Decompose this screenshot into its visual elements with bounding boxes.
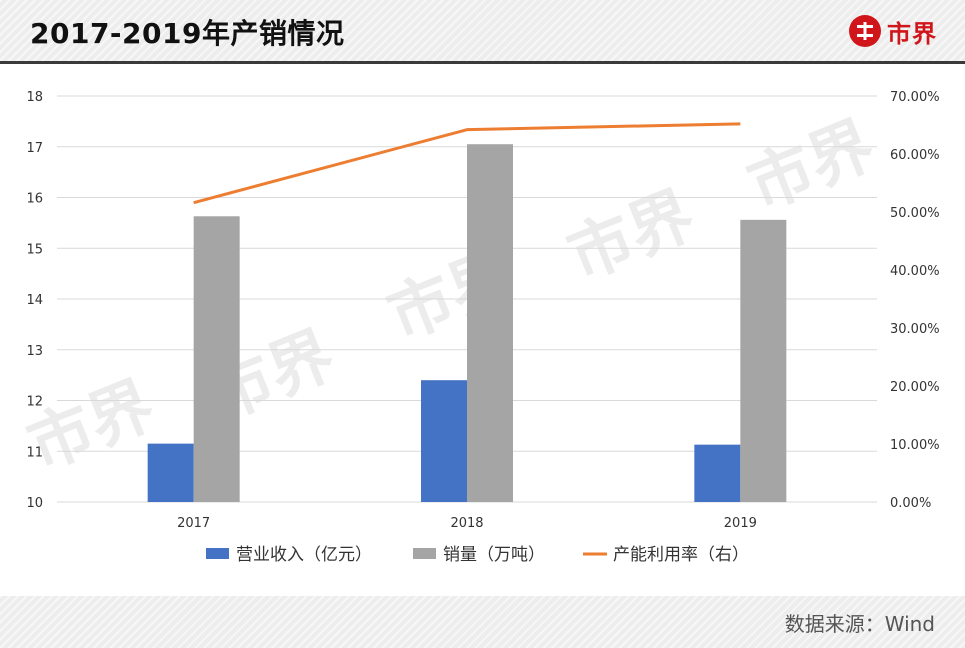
y-right-tick-label: 20.00% bbox=[890, 380, 940, 395]
x-tick-label: 2018 bbox=[450, 516, 483, 531]
legend-label: 营业收入（亿元） bbox=[236, 545, 372, 565]
y-left-tick-label: 11 bbox=[26, 445, 43, 460]
y-right-tick-label: 70.00% bbox=[890, 90, 940, 105]
watermark-text: 市界 bbox=[18, 368, 164, 485]
bar-revenue-2018 bbox=[421, 380, 467, 502]
chart-bars bbox=[147, 144, 787, 502]
y-left-tick-label: 10 bbox=[26, 496, 43, 511]
y-right-tick-label: 50.00% bbox=[890, 206, 940, 221]
footer-band: 数据来源：Wind bbox=[0, 596, 965, 648]
legend-swatch bbox=[413, 548, 436, 559]
bar-revenue-2017 bbox=[147, 443, 194, 502]
legend-label: 产能利用率（右） bbox=[613, 545, 749, 565]
y-left-tick-label: 16 bbox=[26, 192, 43, 207]
y-left-tick-label: 15 bbox=[26, 242, 43, 257]
brand-logo: 市界 bbox=[849, 14, 937, 48]
y-left-tick-label: 12 bbox=[26, 395, 43, 410]
bar-sales-2019 bbox=[740, 219, 787, 502]
y-left-tick-label: 14 bbox=[26, 293, 43, 308]
page-title: 2017-2019年产销情况 bbox=[30, 17, 345, 50]
chart-legend: 营业收入（亿元） 销量（万吨） 产能利用率（右） bbox=[206, 545, 749, 565]
bar-sales-2017 bbox=[193, 216, 240, 502]
y-right-tick-label: 60.00% bbox=[890, 148, 940, 163]
y-left-tick-label: 17 bbox=[26, 141, 43, 156]
watermark-text: 市界 bbox=[558, 178, 704, 295]
y-left-tick-label: 13 bbox=[26, 344, 43, 359]
y-right-tick-label: 10.00% bbox=[890, 438, 940, 453]
chart-tick-labels: 10 11 12 13 14 15 16 17 18 0.00% 10.00% 20.00% 30.00… bbox=[26, 90, 939, 531]
x-tick-label: 2017 bbox=[177, 516, 210, 531]
y-right-tick-label: 0.00% bbox=[890, 496, 931, 511]
brand-logo-text: 市界 bbox=[887, 19, 937, 48]
x-tick-label: 2019 bbox=[724, 516, 757, 531]
legend-label: 销量（万吨） bbox=[443, 545, 545, 565]
data-source-note: 数据来源：Wind bbox=[784, 612, 935, 636]
brand-mark-icon bbox=[849, 15, 881, 47]
y-right-tick-label: 40.00% bbox=[890, 264, 940, 279]
header-band: 2017-2019年产销情况 市界 bbox=[0, 0, 965, 62]
header-divider bbox=[0, 61, 965, 64]
chart-line bbox=[193, 122, 741, 205]
legend-swatch bbox=[206, 548, 229, 559]
y-right-tick-label: 30.00% bbox=[890, 322, 940, 337]
watermark-text: 市界 bbox=[738, 108, 884, 225]
y-left-tick-label: 18 bbox=[26, 90, 43, 105]
bar-sales-2018 bbox=[467, 144, 513, 502]
bar-revenue-2019 bbox=[694, 444, 741, 502]
